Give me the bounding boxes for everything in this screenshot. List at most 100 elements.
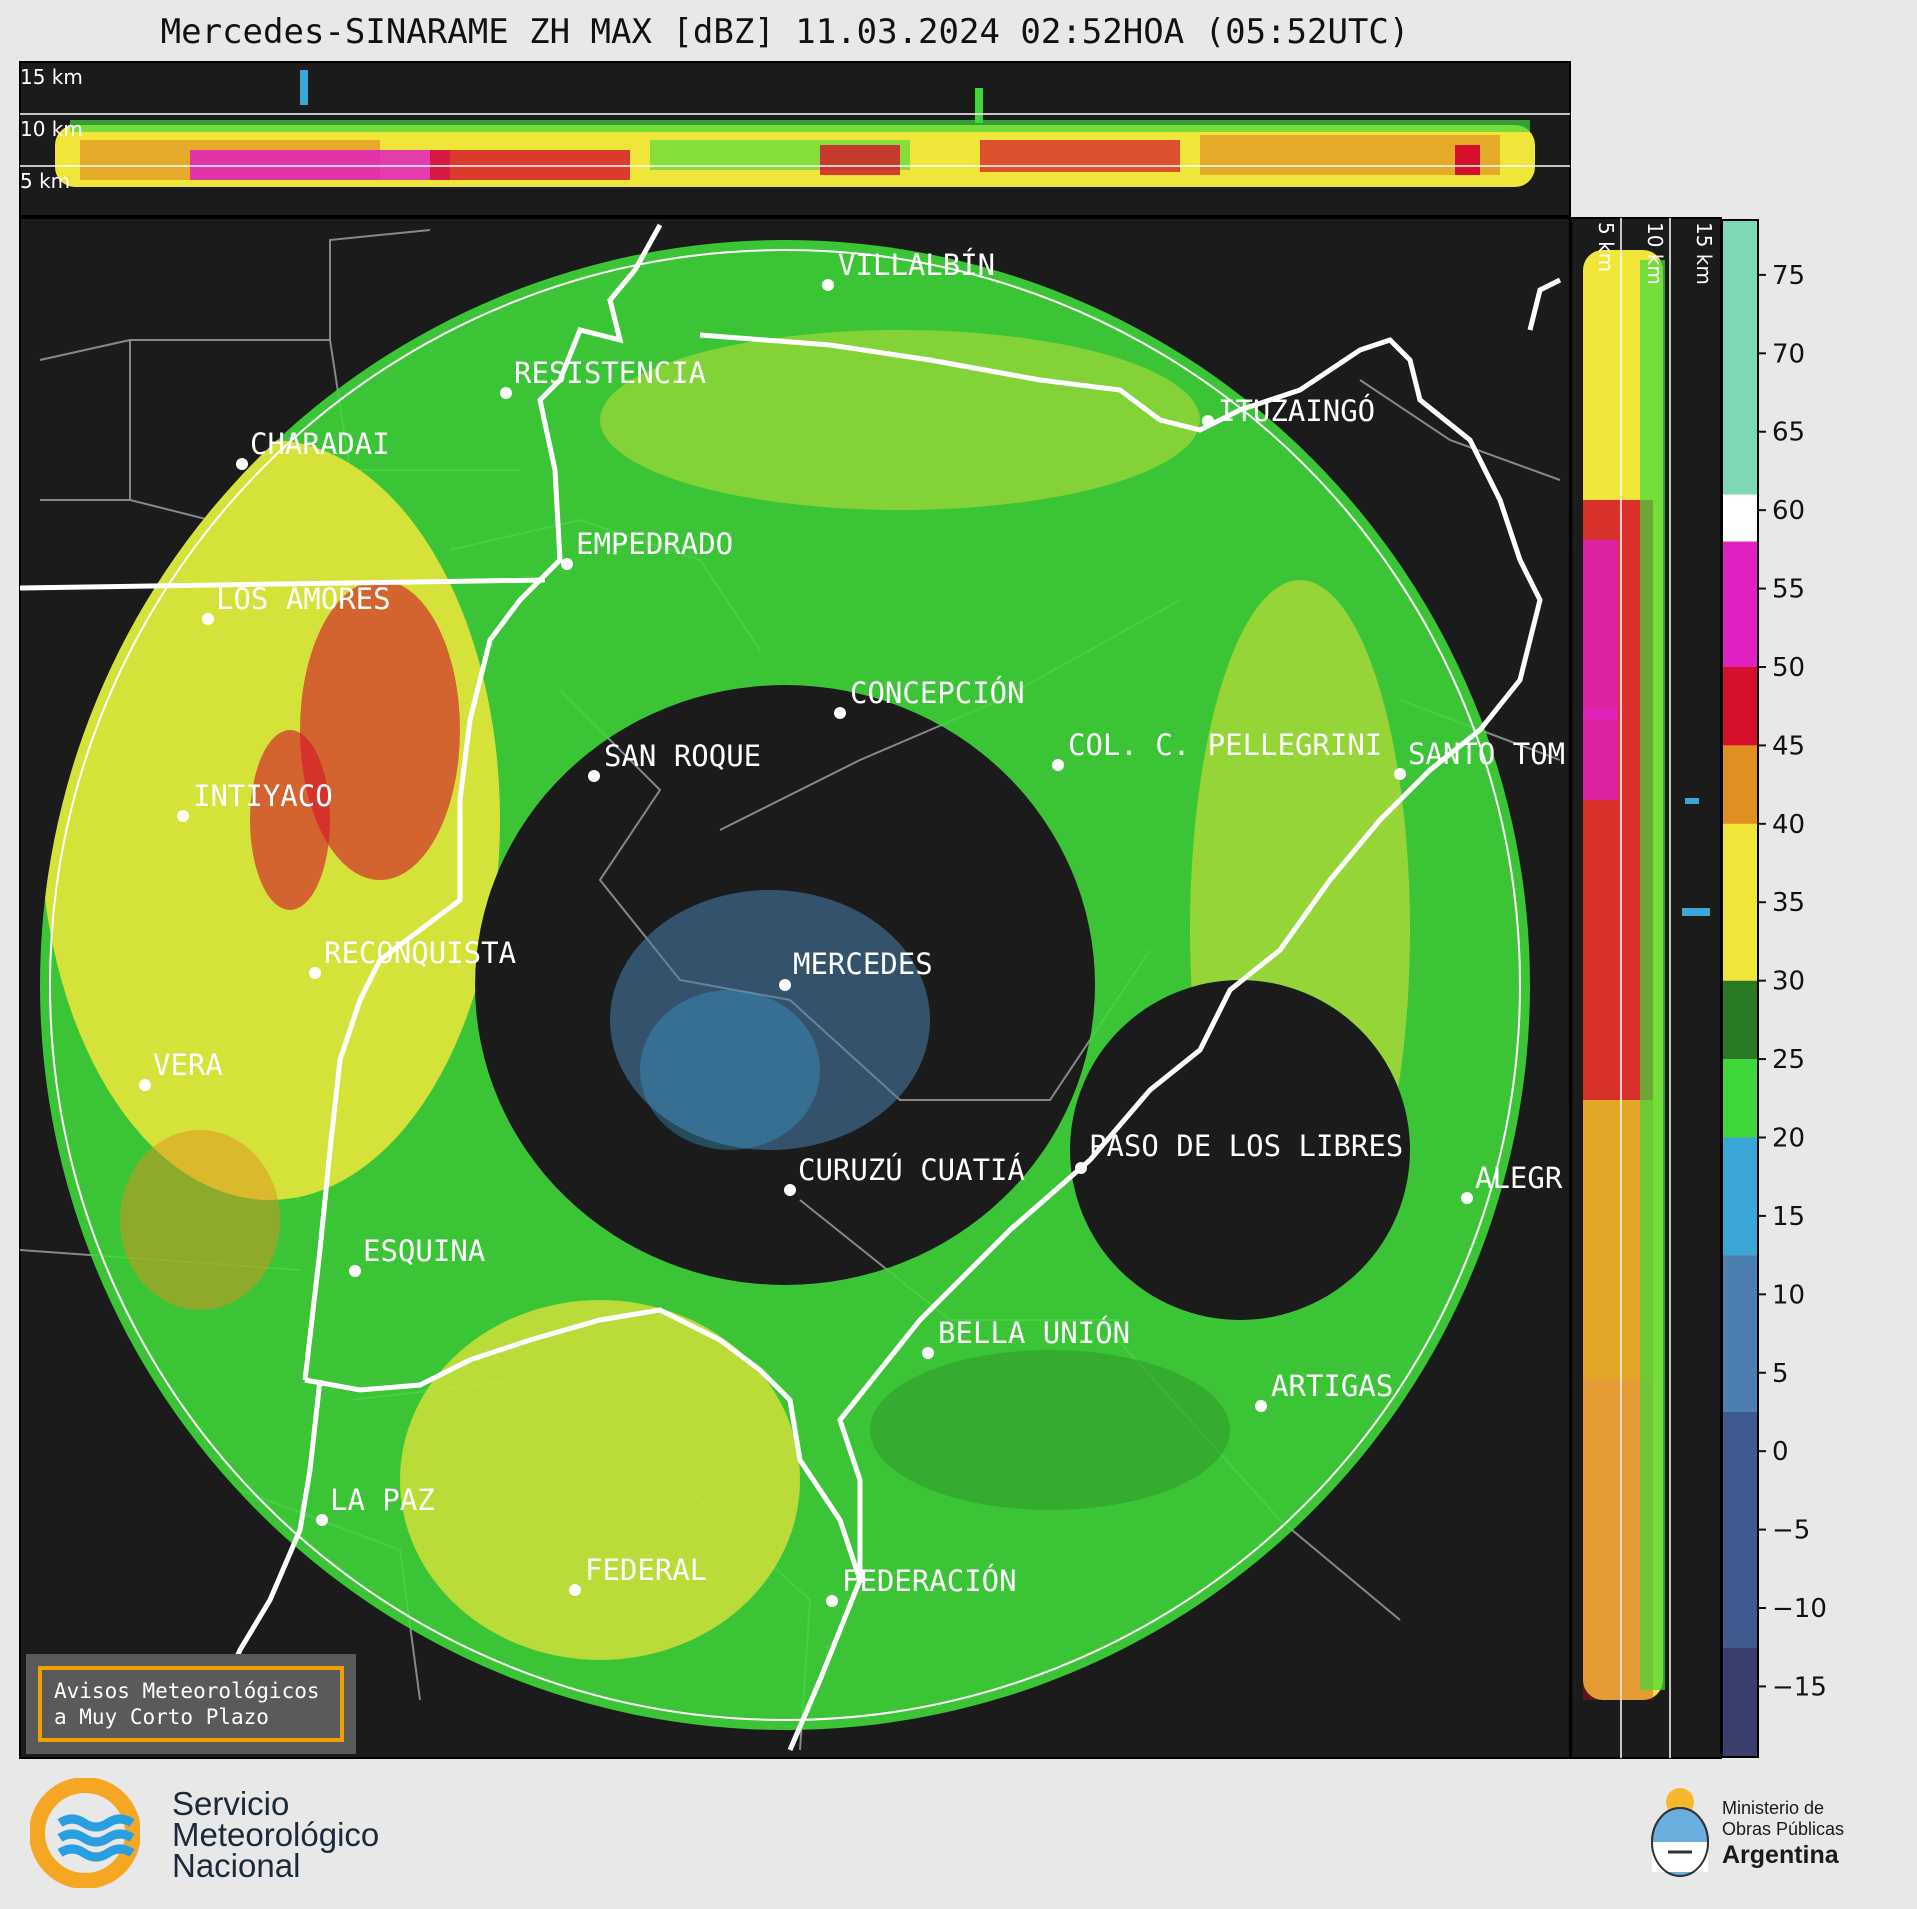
colorbar-band bbox=[1722, 494, 1758, 542]
svg-text:SAN ROQUE: SAN ROQUE bbox=[604, 739, 761, 773]
smn-line-1: Servicio bbox=[172, 1785, 290, 1822]
svg-text:MERCEDES: MERCEDES bbox=[793, 947, 933, 981]
city-mercedes: MERCEDES bbox=[779, 947, 933, 991]
colorbar-tick-label: 25 bbox=[1772, 1045, 1805, 1075]
svg-text:BELLA UNIÓN: BELLA UNIÓN bbox=[938, 1316, 1130, 1350]
colorbar-band bbox=[1722, 1647, 1758, 1757]
svg-text:LOS AMORES: LOS AMORES bbox=[216, 582, 391, 616]
colorbar-tick-label: 70 bbox=[1772, 339, 1805, 369]
svg-text:CONCEPCIÓN: CONCEPCIÓN bbox=[850, 676, 1025, 710]
colorbar-tick-label: 30 bbox=[1772, 967, 1805, 997]
city-markers: VILLALBÍN RESISTENCIA CHARADAI ITUZAINGÓ… bbox=[139, 248, 1565, 1607]
svg-text:EMPEDRADO: EMPEDRADO bbox=[576, 527, 733, 561]
svg-text:COL. C. PELLEGRINI: COL. C. PELLEGRINI bbox=[1068, 728, 1382, 762]
colorbar-tick-label: 15 bbox=[1772, 1202, 1805, 1232]
top-label-15km: 15 km bbox=[20, 65, 83, 89]
svg-text:RECONQUISTA: RECONQUISTA bbox=[324, 936, 516, 970]
svg-text:VERA: VERA bbox=[153, 1048, 223, 1082]
city-ituzaingo: ITUZAINGÓ bbox=[1202, 394, 1375, 428]
svg-text:CURUZÚ CUATIÁ: CURUZÚ CUATIÁ bbox=[798, 1153, 1025, 1187]
colorbar-tick-label: 0 bbox=[1772, 1437, 1789, 1467]
city-paso-de-los-libres: PASO DE LOS LIBRES bbox=[1075, 1129, 1403, 1174]
svg-text:FEDERACIÓN: FEDERACIÓN bbox=[842, 1564, 1017, 1598]
colorbar-tick-label: −15 bbox=[1772, 1672, 1827, 1702]
svg-text:FEDERAL: FEDERAL bbox=[585, 1553, 707, 1587]
city-santo-tome: SANTO TOM bbox=[1394, 737, 1565, 780]
svg-text:RESISTENCIA: RESISTENCIA bbox=[514, 356, 706, 390]
top-label-5km: 5 km bbox=[20, 169, 70, 193]
colorbar-band bbox=[1722, 220, 1758, 495]
city-federacion: FEDERACIÓN bbox=[826, 1564, 1017, 1607]
smn-line-2: Meteorológico bbox=[172, 1816, 380, 1853]
map-title: Mercedes-SINARAME ZH MAX [dBZ] 11.03.202… bbox=[160, 12, 1410, 52]
svg-text:ESQUINA: ESQUINA bbox=[363, 1234, 485, 1268]
range-ring bbox=[49, 249, 1521, 1721]
colorbar-tick-label: 40 bbox=[1772, 810, 1805, 840]
svg-text:LA PAZ: LA PAZ bbox=[330, 1483, 435, 1517]
side-label-15km: 15 km bbox=[1692, 222, 1716, 285]
city-san-roque: SAN ROQUE bbox=[588, 739, 761, 782]
colorbar-tick-label: −5 bbox=[1772, 1516, 1810, 1546]
city-charadai: CHARADAI bbox=[236, 427, 390, 470]
city-esquina: ESQUINA bbox=[349, 1234, 485, 1277]
colorbar-tick-label: 20 bbox=[1772, 1123, 1805, 1153]
colorbar-band bbox=[1722, 1059, 1758, 1138]
colorbar-tick-label: 50 bbox=[1772, 653, 1805, 683]
colorbar-tick-label: 5 bbox=[1772, 1359, 1789, 1389]
colorbar-tick-label: 65 bbox=[1772, 418, 1805, 448]
city-resistencia: RESISTENCIA bbox=[500, 356, 706, 399]
city-curuzu-cuatia: CURUZÚ CUATIÁ bbox=[784, 1153, 1025, 1196]
radar-map: VILLALBÍN RESISTENCIA CHARADAI ITUZAINGÓ… bbox=[19, 217, 1571, 1759]
colorbar-tick-label: 10 bbox=[1772, 1280, 1805, 1310]
ministry-line-2: Obras Públicas bbox=[1722, 1819, 1845, 1839]
colorbar-band bbox=[1722, 1255, 1758, 1412]
svg-text:VILLALBÍN: VILLALBÍN bbox=[838, 248, 995, 282]
side-vertical-profile: 5 km 10 km 15 km bbox=[1570, 217, 1722, 1759]
city-artigas: ARTIGAS bbox=[1255, 1369, 1393, 1412]
city-concepcion: CONCEPCIÓN bbox=[834, 676, 1025, 719]
smn-logo-icon bbox=[30, 1778, 140, 1888]
argentina-shield-icon bbox=[1651, 1788, 1709, 1877]
city-intiyaco: INTIYACO bbox=[177, 779, 333, 822]
top-label-10km: 10 km bbox=[20, 117, 83, 141]
ministry-line-1: Ministerio de bbox=[1722, 1798, 1825, 1818]
city-federal: FEDERAL bbox=[569, 1553, 707, 1596]
city-empedrado: EMPEDRADO bbox=[561, 527, 733, 570]
colorbar-tick-label: −10 bbox=[1772, 1594, 1827, 1624]
svg-text:ALEGR: ALEGR bbox=[1475, 1161, 1563, 1195]
colorbar-band bbox=[1722, 823, 1758, 981]
colorbar-tick-label: 75 bbox=[1772, 261, 1805, 291]
colorbar-band bbox=[1722, 980, 1758, 1060]
svg-text:ITUZAINGÓ: ITUZAINGÓ bbox=[1218, 394, 1375, 428]
city-alegrete: ALEGR bbox=[1461, 1161, 1563, 1204]
notice-line-2: a Muy Corto Plazo bbox=[54, 1705, 269, 1729]
colorbar-band bbox=[1722, 745, 1758, 824]
svg-text:ARTIGAS: ARTIGAS bbox=[1271, 1369, 1393, 1403]
smn-name: Servicio Meteorológico Nacional bbox=[172, 1785, 380, 1882]
colorbar-band bbox=[1722, 1411, 1758, 1648]
colorbar-band bbox=[1722, 1137, 1758, 1256]
city-bella-union: BELLA UNIÓN bbox=[922, 1316, 1130, 1359]
notice-box: Avisos Meteorológicos a Muy Corto Plazo bbox=[26, 1654, 356, 1754]
ministry-name: Ministerio de Obras Públicas Argentina bbox=[1722, 1798, 1844, 1870]
city-los-amores: LOS AMORES bbox=[202, 582, 391, 625]
colorbar-tick-label: 60 bbox=[1772, 496, 1805, 526]
colorbar-tick-label: 45 bbox=[1772, 731, 1805, 761]
city-vera: VERA bbox=[139, 1048, 223, 1091]
city-villalbin: VILLALBÍN bbox=[822, 248, 995, 291]
ministry-line-3: Argentina bbox=[1722, 1841, 1839, 1869]
svg-text:CHARADAI: CHARADAI bbox=[250, 427, 390, 461]
colorbar-tick-label: 35 bbox=[1772, 888, 1805, 918]
side-label-10km: 10 km bbox=[1643, 222, 1667, 285]
svg-text:INTIYACO: INTIYACO bbox=[193, 779, 333, 813]
side-label-5km: 5 km bbox=[1594, 222, 1618, 272]
svg-text:SANTO TOM: SANTO TOM bbox=[1408, 737, 1565, 771]
city-la-paz: LA PAZ bbox=[316, 1483, 435, 1526]
notice-line-1: Avisos Meteorológicos bbox=[54, 1679, 320, 1703]
city-col-c-pellegrini: COL. C. PELLEGRINI bbox=[1052, 728, 1382, 771]
colorbar-band bbox=[1722, 666, 1758, 746]
colorbar-tick-label: 55 bbox=[1772, 575, 1805, 605]
